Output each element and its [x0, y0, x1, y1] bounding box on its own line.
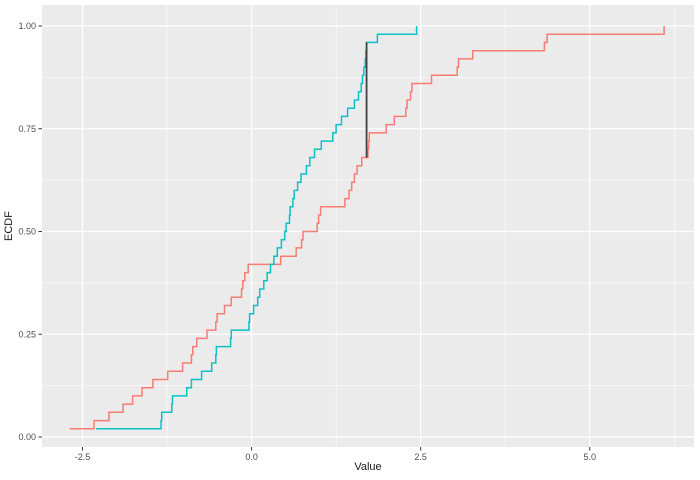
x-tick-label: -2.5 [75, 452, 91, 462]
y-tick-label: 1.00 [18, 21, 36, 31]
y-tick-label: 0.25 [18, 329, 36, 339]
x-axis-title: Value [354, 461, 381, 473]
minor-gridlines [42, 5, 694, 447]
x-tick-label: 0.0 [245, 452, 258, 462]
x-tick-label: 2.5 [414, 452, 427, 462]
major-gridlines [42, 5, 694, 447]
axis-tick-marks [38, 25, 591, 451]
y-tick-label: 0.00 [18, 432, 36, 442]
x-tick-label: 5.0 [583, 452, 596, 462]
ecdf-series-layer [69, 26, 665, 430]
y-tick-label: 0.50 [18, 227, 36, 237]
ecdf-line-sample_2 [96, 26, 418, 430]
axis-tick-labels: -2.5 0.0 2.5 5.0 0.00 0.25 0.50 0.75 1.00 [18, 21, 596, 462]
y-axis-title: ECDF [3, 211, 15, 241]
plot-panel [42, 5, 694, 447]
ecdf-line-sample_1 [69, 26, 665, 430]
y-tick-label: 0.75 [18, 124, 36, 134]
